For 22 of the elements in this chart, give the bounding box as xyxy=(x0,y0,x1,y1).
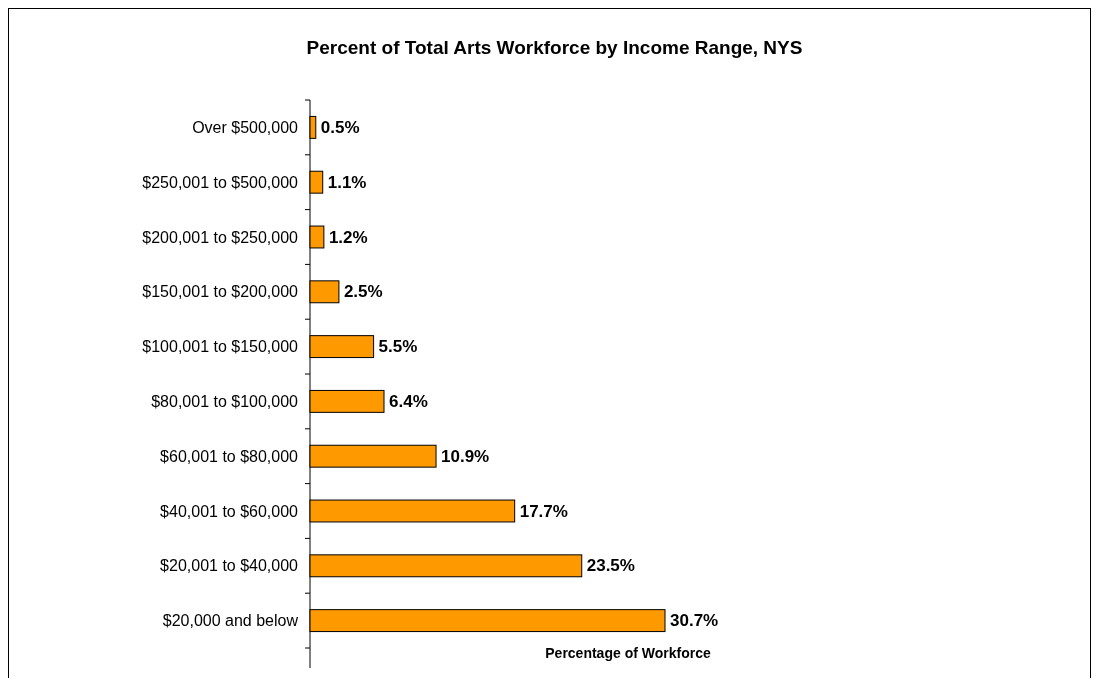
y-tick-label: $80,001 to $100,000 xyxy=(151,392,299,410)
data-label: 2.5% xyxy=(343,282,383,302)
y-tick-label: Over $500,000 xyxy=(192,118,299,136)
data-label: 0.5% xyxy=(320,117,360,137)
data-label: 30.7% xyxy=(670,611,719,631)
data-label: 1.1% xyxy=(327,172,367,192)
data-label: 1.2% xyxy=(328,227,368,247)
y-tick-label: $60,001 to $80,000 xyxy=(160,447,299,465)
y-tick-label: $20,001 to $40,000 xyxy=(160,557,299,575)
y-tick-label: $40,001 to $60,000 xyxy=(160,502,299,520)
y-tick-label: $100,001 to $150,000 xyxy=(142,338,299,356)
data-label: 5.5% xyxy=(378,337,418,357)
x-axis-title: Percentage of Workforce xyxy=(545,645,711,661)
data-label: 23.5% xyxy=(586,556,635,576)
data-label: 17.7% xyxy=(519,501,568,521)
y-tick-label: $200,001 to $250,000 xyxy=(142,228,299,246)
y-tick-label: $250,001 to $500,000 xyxy=(142,173,299,191)
y-tick-label: $150,001 to $200,000 xyxy=(142,283,299,301)
y-tick-label: $20,000 and below xyxy=(162,612,299,630)
data-label: 10.9% xyxy=(441,446,490,466)
chart-title: Percent of Total Arts Workforce by Income Range, NYS xyxy=(306,37,803,58)
data-label: 6.4% xyxy=(389,391,428,411)
